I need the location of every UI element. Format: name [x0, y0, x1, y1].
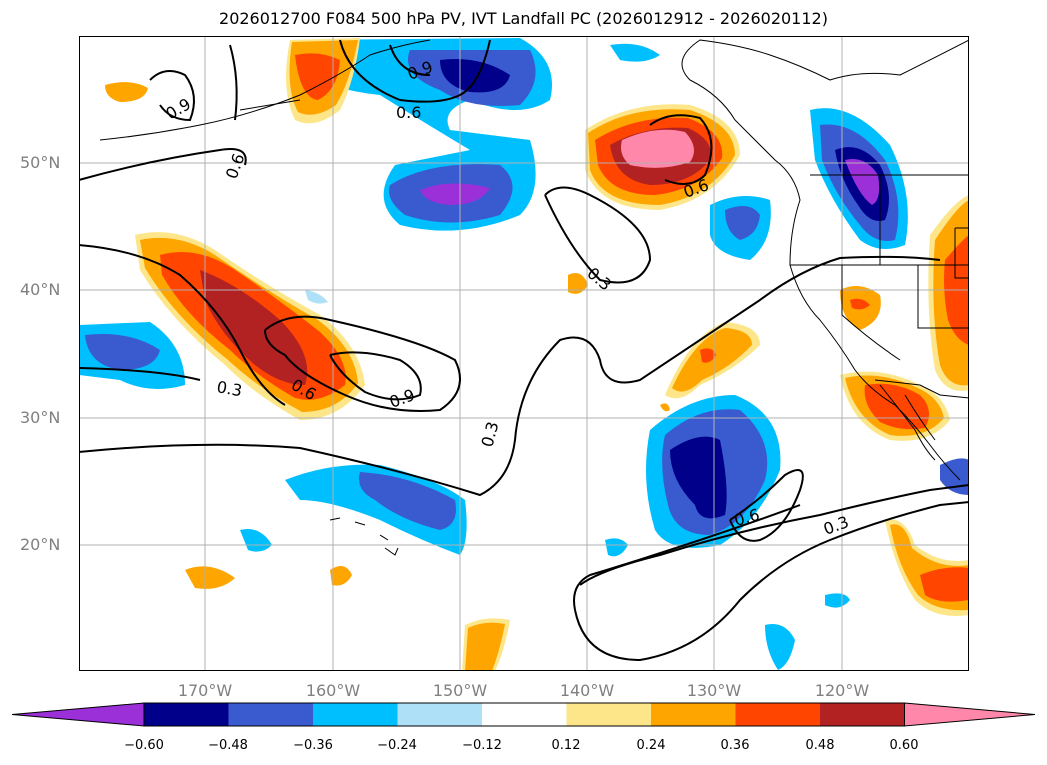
contour-label: 0.3: [215, 377, 243, 400]
colorbar-bin: [566, 703, 651, 726]
lon-label: 150°W: [432, 681, 488, 700]
contour-0.9-n2: [389, 44, 431, 76]
pv-pos-south-orange: [465, 622, 505, 670]
pv-neg-tiny-3: [765, 624, 795, 670]
pv-pos-north-red: [295, 53, 340, 100]
contour-label: 0.3: [821, 512, 851, 539]
pv-neg-tiny-1: [240, 529, 272, 552]
colorbar-tick: 0.48: [805, 738, 835, 753]
lon-label: 140°W: [559, 681, 615, 700]
contour-0.3-west: [80, 244, 286, 406]
lon-label: 120°W: [814, 681, 870, 700]
colorbar-bin: [735, 703, 820, 726]
lon-label: 130°W: [686, 681, 742, 700]
colorbar: [11, 702, 1036, 727]
coastlines: [99, 39, 968, 556]
pv-neg-gulf-core2: [440, 59, 510, 93]
contour-0.3-loop: [544, 186, 652, 284]
lon-label: 160°W: [305, 681, 361, 700]
colorbar-tick: −0.36: [293, 738, 333, 753]
colorbar-tick: −0.48: [208, 738, 248, 753]
colorbar-tick: −0.24: [377, 738, 417, 753]
pv-neg-west-core: [85, 334, 160, 370]
lat-label: 30°N: [20, 408, 61, 427]
coast-baja: [879, 384, 936, 461]
colorbar-tick: 0.60: [889, 738, 919, 753]
contour-label: 0.6: [396, 103, 421, 122]
lat-label: 50°N: [20, 153, 61, 172]
border-mexico: [874, 379, 968, 399]
contour-0.3-mid: [80, 367, 201, 381]
pv-neg-tiny-5: [610, 43, 660, 62]
pv-pos-small-3: [330, 566, 352, 586]
colorbar-bin: [651, 703, 736, 726]
pv-neg-small-a-core: [725, 206, 760, 240]
colorbar-tick: −0.12: [462, 738, 502, 753]
gulf-california: [904, 394, 936, 441]
pv-neg-hawaii-core: [359, 472, 456, 530]
pv-pos-small-1: [105, 82, 148, 102]
border-state-5: [954, 227, 968, 279]
pv-pos-pink-core: [621, 129, 694, 168]
colorbar-tick: 0.24: [636, 738, 666, 753]
pv-pos-nevada-red: [850, 298, 870, 310]
colorbar-bin: [144, 703, 229, 726]
lat-label: 20°N: [20, 535, 61, 554]
pv-pos-small-4: [568, 272, 588, 294]
colorbar-bin: [397, 703, 482, 726]
pv-neg-coast-purple: [845, 159, 880, 205]
contour-0.9-n3: [229, 44, 238, 121]
colorbar-tick: 0.36: [720, 738, 750, 753]
colorbar-bin: [482, 703, 567, 726]
contour-0.6-north: [339, 39, 491, 103]
border-state-4: [841, 265, 901, 361]
colorbar-tick: −0.60: [124, 738, 164, 753]
colorbar-frame: [143, 702, 905, 727]
pv-neg-tiny-4: [825, 593, 850, 608]
contour-0.3-lower: [573, 504, 801, 611]
pv-neg-tiny-6: [305, 290, 328, 304]
colorbar-extend-high: [904, 702, 1036, 727]
pv-neg-mid-purple: [420, 183, 490, 205]
coast-alaska: [99, 39, 431, 141]
border-state-3: [917, 265, 968, 329]
colorbar-extend-low: [11, 702, 145, 727]
lon-label: 170°W: [177, 681, 233, 700]
pv-neg-subtrop-core: [670, 436, 727, 519]
pv-pos-southeast-red: [920, 567, 968, 602]
pv-pos-small-5: [660, 403, 670, 412]
contour-label: 0.9: [387, 385, 417, 412]
colorbar-tick: 0.12: [551, 738, 581, 753]
map-title: 2026012700 F084 500 hPa PV, IVT Landfall…: [219, 9, 828, 28]
contour-0.6-pink: [649, 114, 713, 185]
pc-contours: [80, 39, 968, 662]
coast-alaska-2: [239, 99, 301, 111]
pv-neg-southeast: [940, 458, 968, 495]
colorbar-bin: [228, 703, 313, 726]
hawaii-islands: [329, 517, 399, 556]
contour-label: 0.3: [478, 420, 503, 450]
pv-pos-mid-east-red: [700, 348, 716, 363]
contour-0.6-south: [729, 469, 804, 542]
contour-0.9-north: [149, 70, 195, 122]
lat-label: 40°N: [20, 280, 61, 299]
negative-anomaly-fills: [80, 38, 968, 670]
contour-0.6-loop: [264, 315, 461, 412]
contour-0.9-loop: [329, 351, 422, 401]
colorbar-bin: [820, 703, 905, 726]
map-plot: 0.9 0.6 0.6 0.9 0.6 0.3 0.3 0.6 0.9 0.3 …: [80, 37, 968, 670]
positive-anomaly-fills: [105, 38, 968, 670]
pv-pos-band-dark: [200, 270, 308, 385]
contour-0.3-lower2: [574, 501, 968, 662]
colorbar-bin: [313, 703, 398, 726]
coast-north-america: [681, 39, 968, 481]
pv-neg-tiny-2: [605, 538, 628, 557]
contour-0.3-south: [80, 255, 941, 497]
map-panel: 0.9 0.6 0.6 0.9 0.6 0.3 0.3 0.6 0.9 0.3 …: [79, 36, 969, 671]
contour-0.6-west: [80, 148, 247, 181]
pv-pos-small-2: [185, 566, 235, 589]
